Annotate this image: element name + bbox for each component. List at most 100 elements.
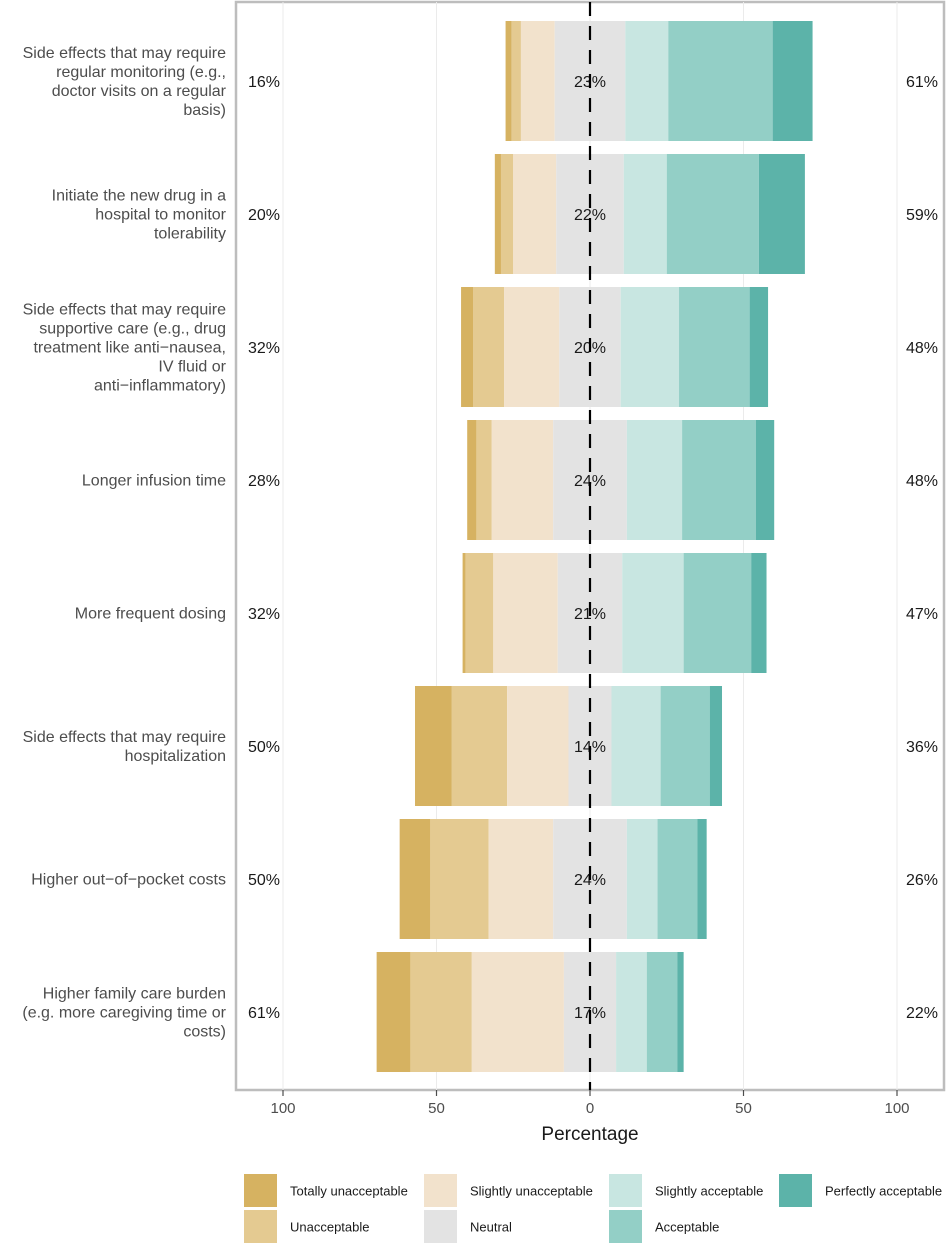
high-percent-label: 59% [906,207,938,224]
bar-segment-unacceptable [511,21,521,141]
legend-swatch [609,1210,642,1243]
category-label-line: Initiate the new drug in a [52,188,226,205]
category-label-line: basis) [183,102,226,119]
legend-item-slightly-unacceptable: Slightly unacceptable [424,1174,593,1207]
high-percent-label: 61% [906,74,938,91]
bar-segment-perfectly-acceptable [772,21,813,141]
bars [376,21,813,1072]
category-label-line: hospital to monitor [95,207,226,224]
x-tick-label: 50 [735,1100,752,1117]
bar-segment-acceptable [646,952,678,1072]
legend: Totally unacceptable Unacceptable Slightly… [244,1174,942,1243]
category-label-line: More frequent dosing [75,606,226,623]
low-percent-label: 20% [248,207,280,224]
bar-segment-slightly-unacceptable [513,154,557,274]
bar-segment-acceptable [657,819,698,939]
bar-segment-slightly-acceptable [625,21,669,141]
bar-segment-unacceptable [500,154,514,274]
category-label-line: treatment like anti−nausea, [33,340,226,357]
legend-swatch [424,1210,457,1243]
low-percent-label: 61% [248,1005,280,1022]
category-label: Side effects that may require supportive … [23,302,227,395]
x-axis-title: Percentage [541,1124,638,1145]
legend-swatch [244,1174,277,1207]
category-label-line: Higher family care burden [43,986,226,1003]
category-label: More frequent dosing [75,606,226,623]
x-tick-label: 100 [270,1100,295,1117]
bar-segment-slightly-unacceptable [491,420,554,540]
bar-segment-slightly-acceptable [626,420,683,540]
category-label-line: IV fluid or [158,359,226,376]
x-tick-label: 0 [586,1100,594,1117]
neutral-percent-label: 24% [574,473,606,490]
bar-segment-slightly-unacceptable [488,819,554,939]
bar-segment-acceptable [668,21,773,141]
category-label: Side effects that may require hospitaliza… [23,729,226,765]
bar-row-4 [467,420,775,540]
bar-segment-perfectly-acceptable [749,287,769,407]
legend-item-totally-unacceptable: Totally unacceptable [244,1174,408,1207]
category-label: Higher out−of−pocket costs [31,872,226,889]
category-label: Initiate the new drug in a hospital to mo… [52,188,227,243]
bar-segment-acceptable [666,154,759,274]
legend-label: Slightly acceptable [655,1184,763,1199]
high-percent-label: 22% [906,1005,938,1022]
bar-segment-unacceptable [451,686,508,806]
bar-segment-totally-unacceptable [415,686,452,806]
category-label-line: supportive care (e.g., drug [39,321,226,338]
category-label-line: Side effects that may require [23,729,226,746]
legend-label: Perfectly acceptable [825,1184,942,1199]
high-percent-label: 48% [906,473,938,490]
bar-segment-acceptable [679,287,750,407]
bar-segment-unacceptable [410,952,472,1072]
bar-segment-slightly-acceptable [620,287,680,407]
low-percent-label: 50% [248,739,280,756]
neutral-percent-label: 24% [574,872,606,889]
high-percent-label: 26% [906,872,938,889]
legend-item-unacceptable: Unacceptable [244,1210,370,1243]
bar-segment-acceptable [682,420,756,540]
category-label-line: tolerability [154,226,226,243]
bar-segment-slightly-acceptable [611,686,661,806]
legend-swatch [609,1174,642,1207]
bar-segment-perfectly-acceptable [677,952,684,1072]
bar-segment-perfectly-acceptable [758,154,805,274]
bar-row-2 [494,154,805,274]
high-percent-label: 47% [906,606,938,623]
bar-segment-totally-unacceptable [505,21,512,141]
category-label-line: Side effects that may require [23,45,226,62]
category-label-line: costs) [183,1024,226,1041]
legend-item-neutral: Neutral [424,1210,512,1243]
bar-segment-slightly-unacceptable [471,952,564,1072]
bar-segment-perfectly-acceptable [709,686,723,806]
x-tick-label: 100 [884,1100,909,1117]
legend-swatch [779,1174,812,1207]
legend-swatch [244,1210,277,1243]
category-label-line: (e.g. more caregiving time or [22,1005,226,1022]
legend-swatch [424,1174,457,1207]
bar-row-7 [399,819,707,939]
category-label-line: Higher out−of−pocket costs [31,872,226,889]
category-label: Side effects that may require regular mon… [23,45,227,119]
bar-segment-perfectly-acceptable [697,819,707,939]
category-label-line: doctor visits on a regular [52,83,227,100]
bar-segment-acceptable [683,553,752,673]
category-label: Higher family care burden (e.g. more care… [22,986,226,1041]
bar-segment-slightly-acceptable [626,819,658,939]
high-percent-label: 48% [906,340,938,357]
bar-segment-slightly-acceptable [623,154,667,274]
bar-row-6 [415,686,723,806]
low-percent-label: 50% [248,872,280,889]
bar-segment-slightly-acceptable [622,553,684,673]
legend-label: Slightly unacceptable [470,1184,593,1199]
bar-segment-totally-unacceptable [467,420,477,540]
high-percent-label: 36% [906,739,938,756]
bar-row-8 [376,952,684,1072]
legend-label: Neutral [470,1220,512,1235]
legend-label: Acceptable [655,1220,719,1235]
bar-segment-unacceptable [430,819,489,939]
bar-segment-slightly-unacceptable [507,686,569,806]
neutral-percent-label: 22% [574,207,606,224]
bar-segment-totally-unacceptable [461,287,474,407]
legend-item-slightly-acceptable: Slightly acceptable [609,1174,763,1207]
